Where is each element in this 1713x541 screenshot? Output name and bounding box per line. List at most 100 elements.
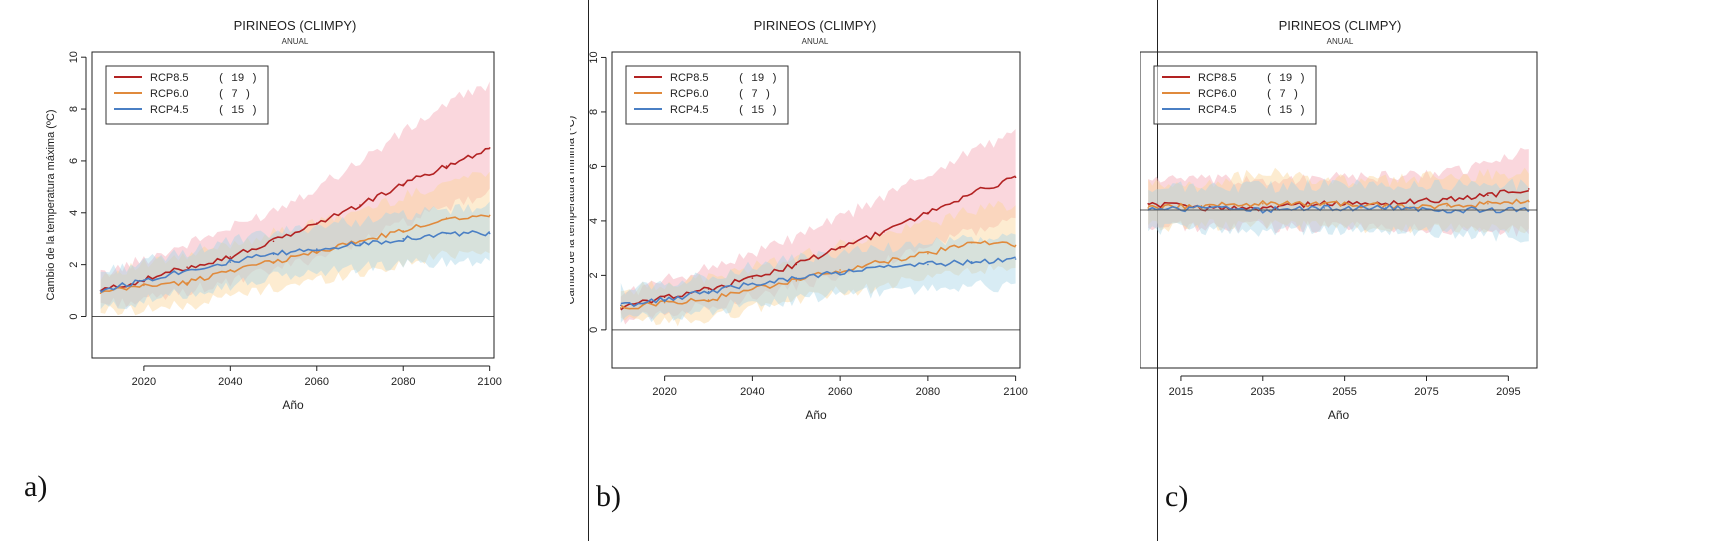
series-group [620,129,1017,327]
data-point [316,250,318,253]
data-point [402,230,405,232]
legend-label: RCP8.5 [150,72,189,84]
legend-label: RCP8.5 [670,72,709,84]
data-point [229,261,232,263]
y-tick-label: 8 [68,106,80,112]
y-axis-label: Cambio de la temperatura máxima (ºC) [45,109,57,300]
data-point [272,253,275,256]
data-point [488,214,491,217]
plot-frame [611,51,1021,369]
panel-label-b: b) [596,480,621,513]
chart-subtitle: ANUAL [282,37,309,46]
data-point [359,240,361,243]
data-point [839,269,841,271]
series-group [99,81,491,316]
legend-label: RCP8.5 [1198,72,1237,84]
data-point [402,237,405,240]
data-point [707,299,710,301]
data-point [1487,202,1489,205]
data-point [927,211,929,214]
data-point [751,277,754,279]
data-point [1014,244,1017,247]
legend-count: ( 7 ) [738,89,771,101]
chart-title: PIRINEOS (CLIMPY) [1279,18,1402,33]
x-tick-label: 2020 [652,386,676,398]
data-point [970,241,973,244]
y-tick-label: 4 [588,218,600,224]
x-tick-label: 2060 [828,386,852,398]
data-point [186,269,188,271]
data-point [186,266,188,269]
y-tick-label: 0 [68,313,80,319]
data-point [970,192,973,195]
x-tick-label: 2075 [1414,386,1438,398]
data-point [143,279,145,282]
series-line-rcp60 [1148,198,1530,211]
x-axis-label: Año [282,398,304,412]
data-point [663,299,666,301]
x-tick-label: 2080 [391,376,415,388]
data-point [445,165,448,167]
series-line-rcp85 [620,175,1016,311]
x-tick-label: 2095 [1496,386,1520,398]
chart-b-svg: PIRINEOS (CLIMPY) ANUAL 0 2 4 6 8 10 Cambio de l… [570,18,1028,422]
data-point [1323,202,1325,205]
legend-box [625,65,789,125]
data-point [839,271,841,274]
x-axis-label: Año [1328,408,1350,422]
data-point [1147,207,1149,209]
data-point [751,282,754,285]
data-point [970,261,973,263]
legend-count: ( 7 ) [218,89,251,101]
data-point [663,301,666,304]
data-point [707,290,710,293]
chart-panel-b: PIRINEOS (CLIMPY) ANUAL 0 2 4 6 8 10 Cambio de l… [570,0,1160,541]
band-rcp85 [100,81,490,309]
chart-panel-a: PIRINEOS (CLIMPY) ANUAL 0 2 4 6 8 10 Cambio de l… [0,0,590,541]
series-line-rcp45 [620,256,1016,308]
series-line-rcp60 [100,214,490,294]
data-point [316,248,318,250]
data-point [795,263,798,266]
panel-label-a: a) [24,470,48,503]
legend-label: RCP4.5 [1198,104,1237,116]
legend-label: RCP6.0 [150,88,189,100]
band-rcp60 [620,200,1016,327]
data-point [1446,205,1448,207]
data-point [359,243,361,245]
x-tick-label: 2035 [1251,386,1275,398]
panel-divider-2 [1157,0,1158,541]
data-point [883,231,885,233]
series-line-rcp45 [100,230,491,294]
data-point [1384,205,1387,207]
series-line-rcp85 [100,147,490,292]
legend-count: ( 19 ) [738,73,778,85]
series-group [1147,147,1530,243]
data-point [272,240,275,243]
x-tick-label: 2100 [1003,386,1027,398]
data-point [143,284,145,287]
legend-box [105,65,269,125]
plot-frame [91,51,495,359]
data-point [883,266,885,269]
band-rcp85 [1148,147,1529,237]
data-point [839,247,841,249]
data-point [1384,207,1387,209]
chart-subtitle: ANUAL [1327,37,1354,46]
data-point [1528,188,1530,190]
data-point [927,263,929,266]
legend-count: ( 15 ) [738,105,778,117]
data-point [927,252,929,255]
y-tick-label: 2 [588,272,600,278]
legend-count: ( 19 ) [1266,73,1306,85]
data-point [488,232,491,235]
data-point [1014,258,1017,260]
data-point [707,288,710,290]
chart-title: PIRINEOS (CLIMPY) [754,18,877,33]
data-point [1262,207,1264,209]
x-tick-label: 2060 [305,376,329,388]
data-point [1323,207,1325,209]
legend-count: ( 15 ) [1266,105,1306,117]
y-tick-label: 4 [68,210,80,216]
x-tick-label: 2080 [916,386,940,398]
